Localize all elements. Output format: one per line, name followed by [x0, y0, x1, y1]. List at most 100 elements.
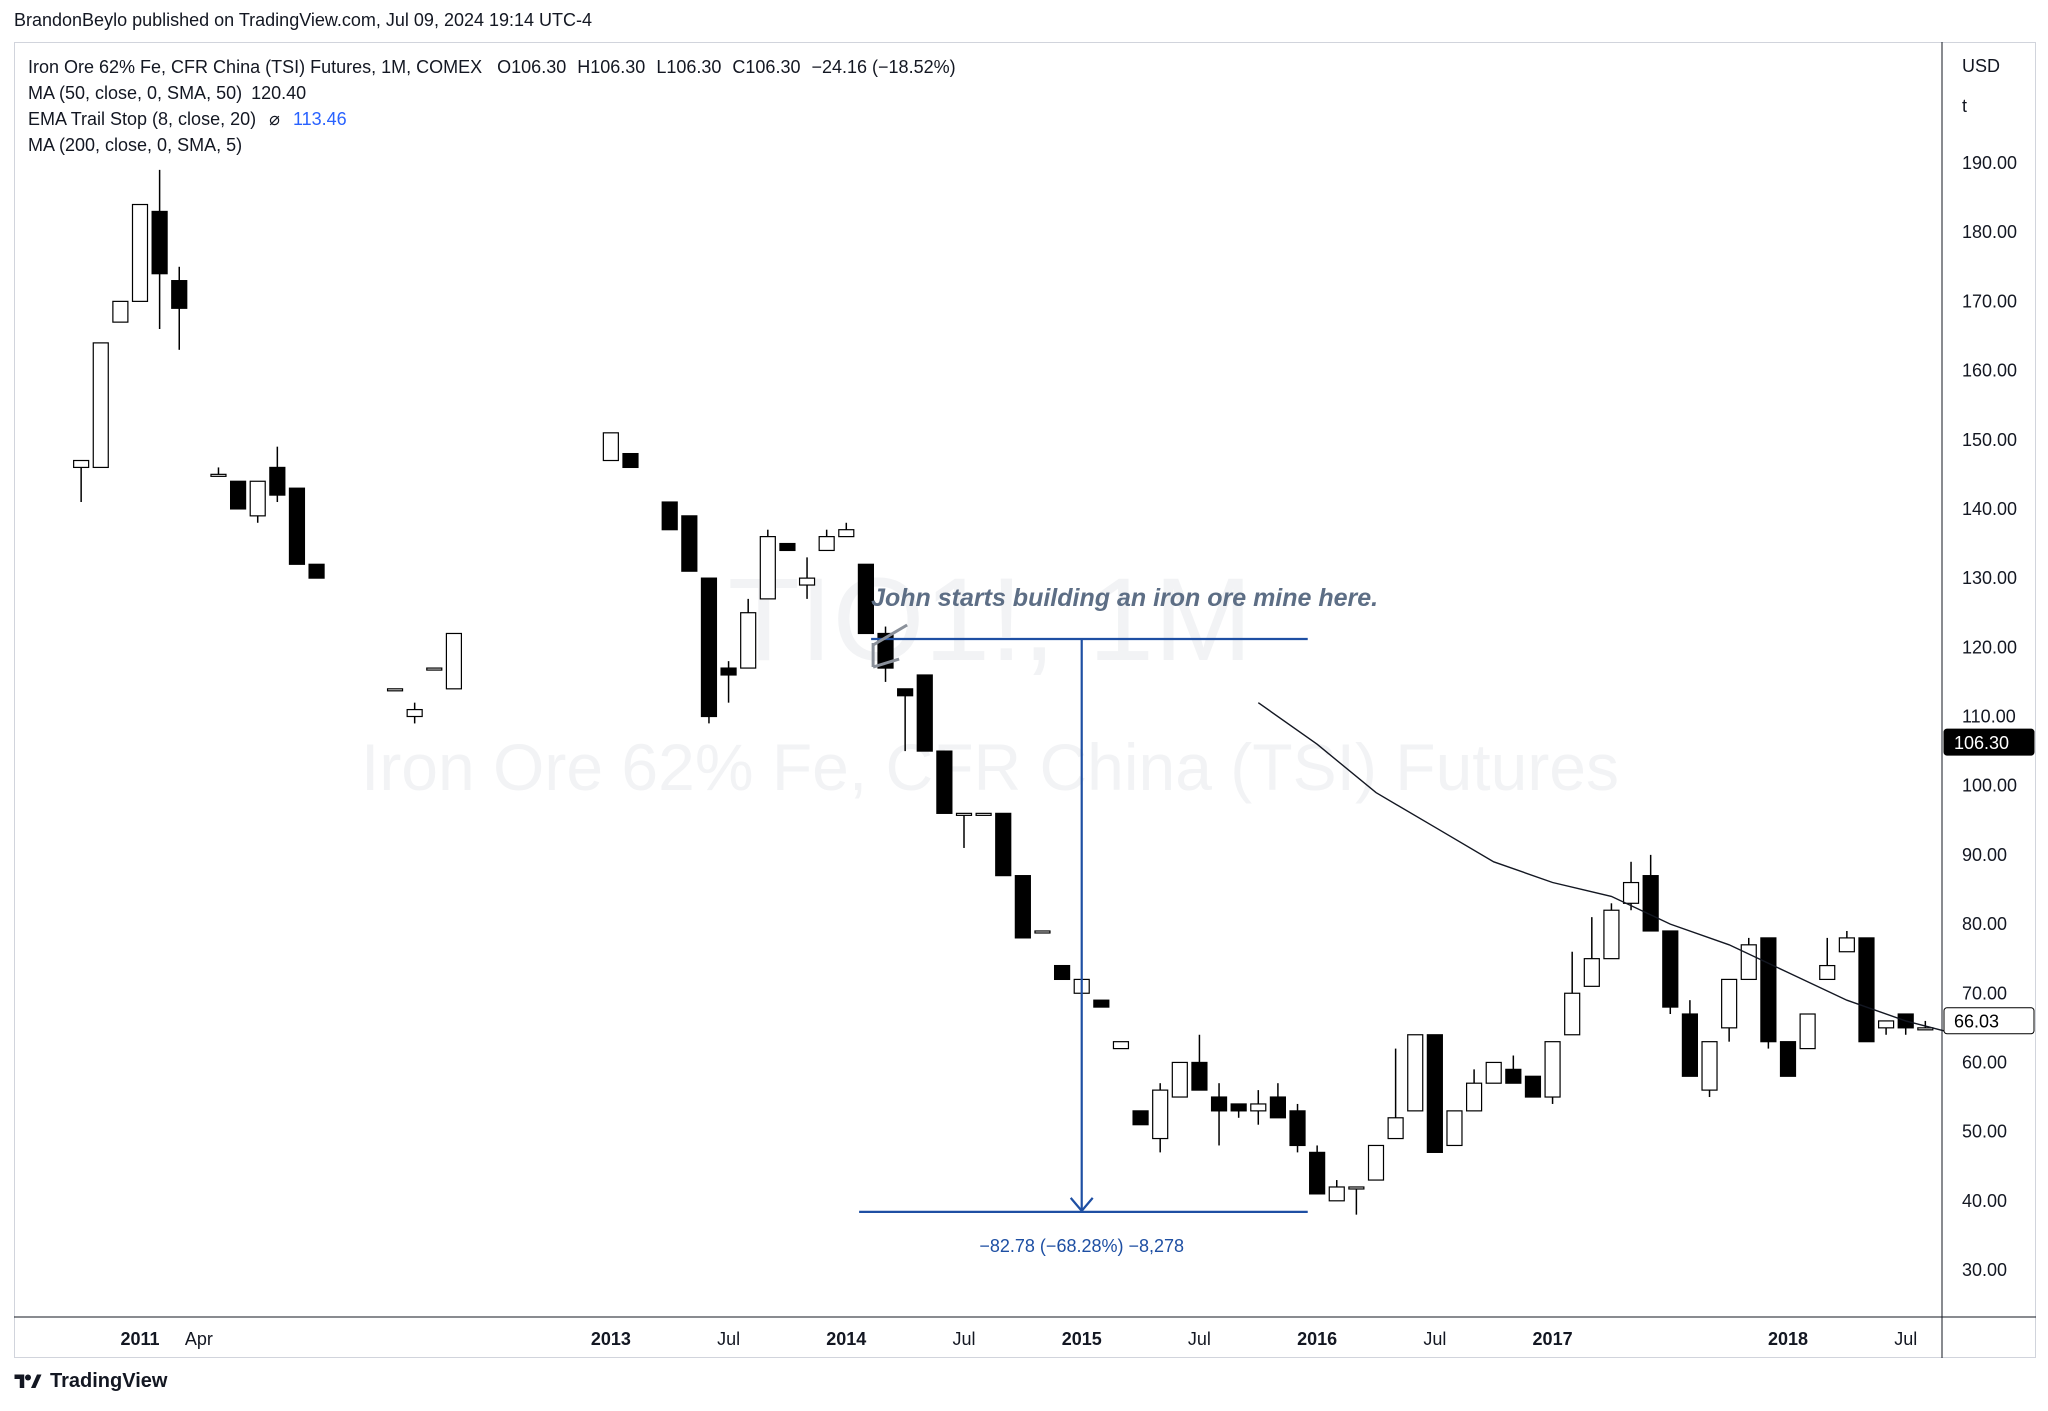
candle-up[interactable] — [1721, 978, 1738, 1029]
candle-down[interactable] — [877, 632, 894, 669]
candle-up[interactable] — [73, 459, 90, 469]
candle-up[interactable] — [426, 667, 443, 671]
candle-down[interactable] — [936, 750, 953, 814]
candle-up[interactable] — [386, 688, 404, 692]
currency-unit-selector[interactable]: USD t — [1946, 52, 2034, 132]
candle-up[interactable] — [1877, 1020, 1895, 1029]
candle-down[interactable] — [1210, 1096, 1228, 1112]
candle-up[interactable] — [602, 432, 619, 462]
candle-up[interactable] — [1701, 1041, 1718, 1091]
annotation-note[interactable]: John starts building an iron ore mine he… — [871, 584, 1378, 612]
candle-up[interactable] — [818, 536, 835, 552]
candle-up[interactable] — [1446, 1110, 1463, 1147]
ohlc-low: 106.30 — [666, 57, 722, 77]
candle-up[interactable] — [1564, 992, 1581, 1036]
candle-down[interactable] — [1779, 1041, 1797, 1077]
candle-up[interactable] — [249, 480, 266, 517]
currency-label[interactable]: USD — [1962, 56, 2001, 76]
candle-down[interactable] — [995, 812, 1012, 877]
candle-down[interactable] — [661, 501, 678, 531]
candle-up[interactable] — [1917, 1027, 1934, 1031]
candle-up[interactable] — [838, 529, 855, 538]
candle-up[interactable] — [406, 708, 423, 718]
indicator-ma50[interactable]: MA (50, close, 0, SMA, 50) 120.40 — [28, 80, 956, 106]
price-label-box — [1943, 1007, 2035, 1035]
x-tick-label: 2018 — [1768, 1329, 1808, 1349]
candle-up[interactable] — [1544, 1041, 1561, 1098]
candle-down[interactable] — [1053, 964, 1071, 981]
tradingview-brand[interactable]: TradingView — [14, 1370, 167, 1393]
chart-frame[interactable] — [14, 42, 2036, 1358]
candle-down[interactable] — [1014, 875, 1031, 939]
candle-down[interactable] — [1524, 1075, 1542, 1098]
candle-up[interactable] — [1603, 909, 1620, 960]
candle-up[interactable] — [112, 300, 129, 323]
candle-up[interactable] — [1328, 1186, 1345, 1202]
candle-up[interactable] — [1485, 1061, 1502, 1084]
candle-down[interactable] — [1642, 875, 1659, 932]
candle-up[interactable] — [1622, 881, 1640, 904]
candle-up[interactable] — [1465, 1082, 1483, 1112]
price-label: 66.03 — [1954, 1012, 1999, 1032]
candle-up[interactable] — [131, 203, 149, 302]
candle-down[interactable] — [700, 577, 718, 718]
candle-up[interactable] — [1171, 1061, 1188, 1098]
legend-symbol-row[interactable]: Iron Ore 62% Fe, CFR China (TSI) Futures… — [28, 54, 956, 80]
candle-down[interactable] — [1230, 1103, 1247, 1112]
candle-up[interactable] — [92, 342, 109, 469]
candle-down[interactable] — [308, 563, 325, 579]
candle-up[interactable] — [1250, 1103, 1267, 1112]
candle-down[interactable] — [1309, 1151, 1326, 1195]
candle-down[interactable] — [288, 487, 306, 565]
candle-down[interactable] — [1858, 937, 1875, 1043]
candle-down[interactable] — [622, 452, 639, 469]
candle-down[interactable] — [681, 515, 698, 572]
candle-down[interactable] — [857, 563, 875, 635]
candle-down[interactable] — [1191, 1061, 1208, 1091]
candle-down[interactable] — [897, 688, 914, 697]
candle-up[interactable] — [1034, 930, 1051, 934]
candle-down[interactable] — [1426, 1034, 1443, 1153]
candle-down[interactable] — [1662, 930, 1679, 1008]
moving-average-line[interactable] — [1257, 702, 1946, 1032]
candle-up[interactable] — [210, 473, 227, 477]
candle-down[interactable] — [171, 280, 188, 309]
indicator-ma50-value: 120.40 — [251, 83, 307, 103]
candle-down[interactable] — [779, 542, 796, 552]
candle-down[interactable] — [1132, 1110, 1149, 1126]
unit-label[interactable]: t — [1962, 96, 1968, 116]
candle-up[interactable] — [1112, 1041, 1130, 1050]
candle-up[interactable] — [975, 812, 992, 816]
candle-up[interactable] — [445, 632, 463, 690]
candle-down[interactable] — [1289, 1110, 1306, 1147]
candle-down[interactable] — [269, 466, 286, 496]
candle-up[interactable] — [1348, 1186, 1365, 1190]
candle-down[interactable] — [229, 480, 247, 510]
candle-up[interactable] — [1819, 964, 1836, 981]
candle-down[interactable] — [1093, 999, 1110, 1008]
indicator-ma200[interactable]: MA (200, close, 0, SMA, 5) — [28, 132, 956, 158]
candle-down[interactable] — [1505, 1068, 1522, 1084]
candle-up[interactable] — [1387, 1117, 1404, 1140]
candle-up[interactable] — [1407, 1034, 1424, 1112]
candle-up[interactable] — [955, 812, 973, 816]
candle-up[interactable] — [1838, 937, 1855, 953]
y-tick-label: 120.00 — [1962, 637, 2017, 657]
candle-up[interactable] — [1367, 1144, 1385, 1181]
candle-down[interactable] — [720, 667, 737, 676]
candle-up[interactable] — [1740, 944, 1757, 981]
candle-up[interactable] — [798, 577, 816, 586]
candle-down[interactable] — [1760, 937, 1777, 1043]
candle-up[interactable] — [1583, 958, 1600, 987]
candle-up[interactable] — [740, 612, 757, 669]
candle-down[interactable] — [151, 210, 168, 275]
candle-up[interactable] — [759, 536, 776, 600]
y-tick-label: 130.00 — [1962, 568, 2017, 588]
candle-down[interactable] — [916, 674, 933, 752]
candle-down[interactable] — [1269, 1096, 1287, 1119]
candle-down[interactable] — [1681, 1013, 1699, 1077]
candle-up[interactable] — [1152, 1089, 1169, 1140]
indicator-ema-trail-stop[interactable]: EMA Trail Stop (8, close, 20) ⌀ 113.46 — [28, 106, 956, 132]
candle-up[interactable] — [1799, 1013, 1816, 1050]
